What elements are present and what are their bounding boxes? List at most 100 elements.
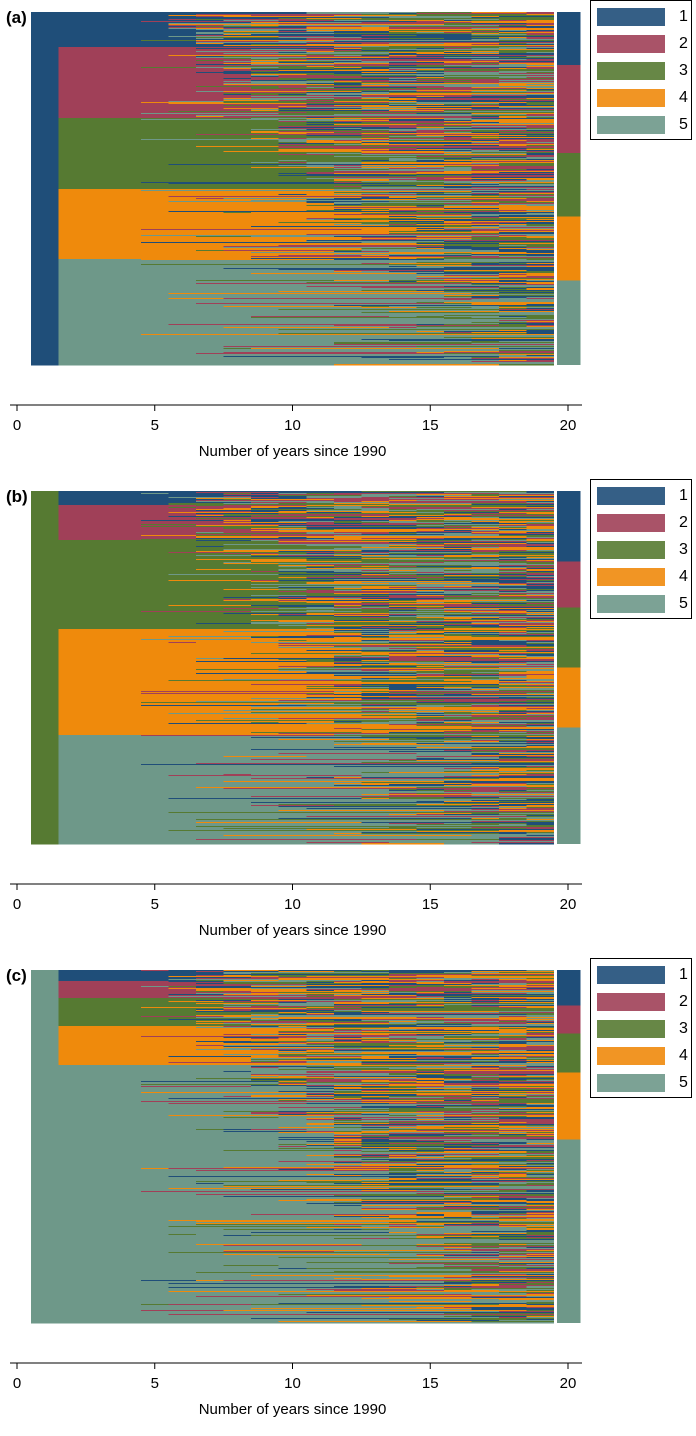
sequence-cell [526, 140, 555, 142]
sequence-cell [388, 31, 472, 33]
sequence-cell [361, 635, 445, 637]
sequence-cell [526, 201, 555, 203]
sequence-cell [499, 1074, 555, 1076]
sequence-cell [278, 146, 555, 148]
sequence-cell [499, 587, 555, 589]
sequence-cell [471, 1179, 500, 1181]
sequence-cell [444, 590, 527, 592]
sequence-cell [30, 264, 59, 266]
sequence-cell [388, 105, 472, 107]
sequence-cell [223, 56, 252, 58]
sequence-cell [306, 671, 417, 673]
sequence-cell [30, 1152, 417, 1154]
sequence-cell [388, 663, 417, 665]
sequence-cell [251, 44, 279, 46]
sequence-cell [30, 644, 59, 646]
sequence-cell [526, 739, 555, 741]
sequence-cell [30, 791, 59, 793]
sequence-cell [58, 511, 252, 513]
sequence-cell [444, 706, 472, 708]
sequence-cell [388, 552, 472, 554]
sequence-cell [30, 1176, 169, 1178]
sequence-cell [333, 1183, 500, 1185]
sequence-matrix [30, 12, 555, 366]
sequence-cell [58, 979, 169, 981]
sequence-cell [471, 1092, 500, 1094]
sequence-cell [278, 580, 527, 582]
sequence-cell [471, 783, 527, 785]
sequence-cell [471, 730, 500, 732]
sequence-cell [30, 164, 59, 166]
sequence-cell [361, 775, 472, 777]
sequence-cell [499, 26, 555, 28]
sequence-cell [333, 655, 362, 657]
sequence-cell [58, 84, 224, 86]
sequence-cell [30, 244, 59, 246]
sequence-cell [58, 148, 334, 150]
sequence-cell [388, 1046, 417, 1048]
sequence-cell [526, 1088, 555, 1090]
sequence-cell [58, 243, 417, 245]
sequence-cell [278, 1017, 417, 1019]
sequence-cell [499, 792, 555, 794]
sequence-cell [499, 1007, 527, 1009]
sequence-cell [444, 171, 555, 173]
sequence-cell [306, 142, 362, 144]
sequence-cell [416, 543, 445, 545]
sequence-cell [30, 259, 59, 261]
sequence-cell [58, 49, 252, 51]
sequence-cell [30, 190, 59, 192]
sequence-cell [58, 163, 307, 165]
sequence-cell [30, 800, 59, 802]
sequence-cell [30, 626, 362, 628]
sequence-cell [499, 979, 555, 981]
sequence-cell [58, 654, 445, 656]
sequence-cell [30, 602, 307, 604]
sequence-cell [30, 1068, 334, 1070]
sequence-cell [499, 567, 527, 569]
sequence-cell [30, 166, 59, 168]
sequence-cell [526, 988, 555, 990]
sequence-cell [278, 76, 362, 78]
sequence-cell [278, 565, 334, 567]
sequence-cell [526, 808, 555, 810]
sequence-cell [196, 353, 445, 355]
sequence-cell [333, 186, 362, 188]
sequence-cell [58, 127, 279, 129]
sequence-cell [30, 607, 307, 609]
sequence-cell [306, 92, 362, 94]
sequence-cell [30, 169, 59, 171]
sequence-cell [444, 158, 472, 160]
sequence-cell [388, 605, 445, 607]
sequence-cell [58, 113, 141, 115]
sequence-cell [333, 694, 417, 696]
sequence-cell [30, 1070, 362, 1072]
sequence-cell [444, 1106, 527, 1108]
sequence-cell [58, 73, 224, 75]
sequence-cell [58, 231, 389, 233]
x-tick-label: 10 [284, 417, 301, 434]
sequence-cell [333, 529, 500, 531]
sequence-cell [58, 724, 389, 726]
sequence-cell [444, 128, 527, 130]
sequence-cell [499, 673, 555, 675]
sequence-cell [58, 239, 362, 241]
sequence-cell [306, 667, 500, 669]
sequence-cell [251, 599, 389, 601]
sequence-cell [471, 1077, 555, 1079]
sequence-cell [30, 78, 59, 80]
sequence-cell [58, 119, 141, 121]
sequence-cell [223, 250, 334, 252]
sequence-cell [416, 574, 527, 576]
sequence-cell [444, 782, 555, 784]
sequence-cell [30, 1075, 252, 1077]
sequence-cell [361, 47, 500, 49]
sequence-cell [471, 513, 527, 515]
sequence-cell [361, 255, 389, 257]
sequence-cell [499, 316, 527, 318]
legend-swatch [597, 595, 665, 613]
sequence-cell [140, 611, 252, 613]
sequence-cell [223, 1167, 555, 1169]
sequence-cell [306, 600, 389, 602]
sequence-cell [306, 1043, 334, 1045]
